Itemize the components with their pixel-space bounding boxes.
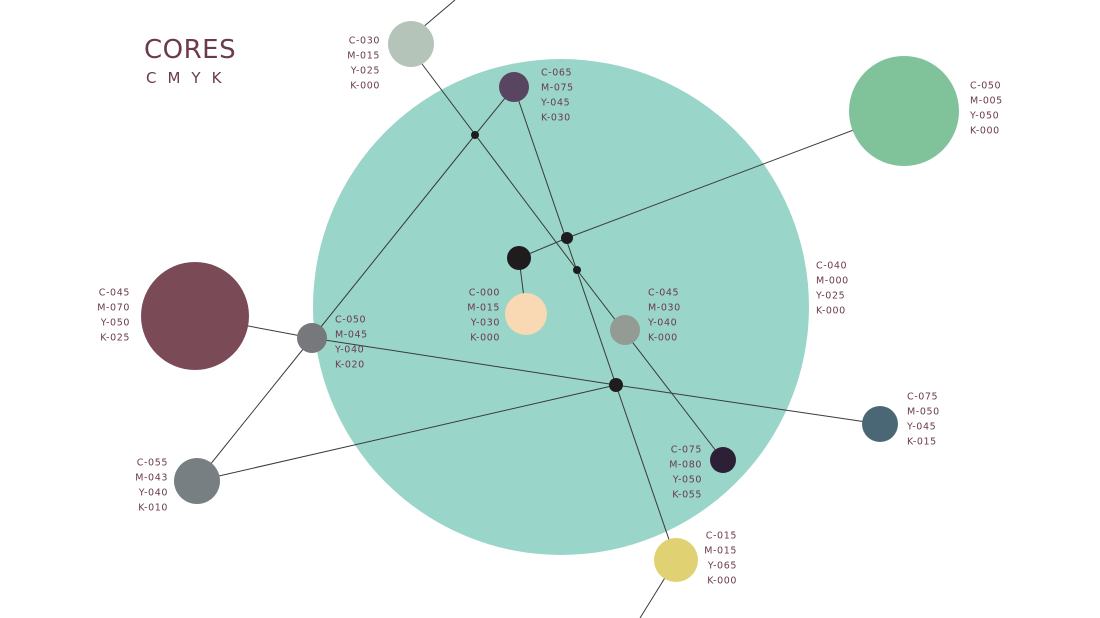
subtitle: CMYK xyxy=(146,69,232,87)
color-dot xyxy=(388,21,434,67)
cmyk-label: K-015 xyxy=(907,437,937,448)
cmyk-label: M-015 xyxy=(704,546,737,557)
cmyk-label: M-075 xyxy=(541,83,574,94)
color-dot xyxy=(499,72,529,102)
color-dot xyxy=(710,447,736,473)
cmyk-label: Y-065 xyxy=(707,561,737,572)
junction xyxy=(609,378,623,392)
cmyk-label: C-075 xyxy=(907,392,938,403)
color-dot xyxy=(174,458,220,504)
cmyk-label: M-005 xyxy=(970,96,1003,107)
cmyk-label: Y-040 xyxy=(647,318,677,329)
cmyk-label: C-065 xyxy=(541,68,572,79)
cmyk-label: M-050 xyxy=(907,407,940,418)
cmyk-label: Y-045 xyxy=(540,98,570,109)
color-dot xyxy=(297,323,327,353)
cmyk-label: K-025 xyxy=(100,333,130,344)
cmyk-label: Y-050 xyxy=(100,318,130,329)
cmyk-label: K-000 xyxy=(350,81,380,92)
cmyk-label: Y-045 xyxy=(906,422,936,433)
cmyk-label: K-000 xyxy=(816,306,846,317)
cmyk-label: Y-040 xyxy=(334,345,364,356)
cmyk-label: Y-050 xyxy=(672,475,702,486)
junction xyxy=(471,131,479,139)
cmyk-label: Y-050 xyxy=(969,111,999,122)
cmyk-label: C-045 xyxy=(99,288,130,299)
cmyk-label: M-000 xyxy=(816,276,849,287)
color-dot xyxy=(141,262,249,370)
cmyk-label: C-050 xyxy=(335,315,366,326)
cmyk-label: C-030 xyxy=(349,36,380,47)
cmyk-label: C-045 xyxy=(648,288,679,299)
color-dots xyxy=(141,21,959,582)
line xyxy=(421,0,456,29)
cmyk-label: M-080 xyxy=(669,460,702,471)
cmyk-label: Y-040 xyxy=(138,488,168,499)
labels: C-030 M-015 Y-025 K-000 C-065 M-075 Y-045 K-030… xyxy=(97,36,1003,587)
cmyk-label: M-015 xyxy=(347,51,380,62)
color-dot xyxy=(849,56,959,166)
cmyk-label: K-000 xyxy=(648,333,678,344)
cmyk-label: Y-025 xyxy=(815,291,845,302)
cmyk-label: M-070 xyxy=(97,303,130,314)
color-dot xyxy=(862,406,898,442)
big-teal-circle xyxy=(313,59,809,555)
cmyk-label: M-043 xyxy=(135,473,168,484)
cmyk-label: C-015 xyxy=(706,531,737,542)
cmyk-label: C-050 xyxy=(970,81,1001,92)
junction xyxy=(561,232,573,244)
cmyk-label: K-000 xyxy=(470,333,500,344)
cmyk-label: K-000 xyxy=(970,126,1000,137)
cmyk-label: C-075 xyxy=(671,445,702,456)
color-dot xyxy=(507,246,531,270)
line xyxy=(196,384,617,482)
line xyxy=(196,86,515,482)
cmyk-label: M-030 xyxy=(648,303,681,314)
junction xyxy=(573,266,581,274)
cmyk-label: Y-030 xyxy=(470,318,500,329)
cmyk-label: K-000 xyxy=(707,576,737,587)
color-dot xyxy=(654,538,698,582)
title: CORES xyxy=(144,35,236,65)
cmyk-label: C-000 xyxy=(469,288,500,299)
cmyk-label: Y-025 xyxy=(350,66,380,77)
cmyk-label: K-020 xyxy=(335,360,365,371)
cmyk-label: M-045 xyxy=(335,330,368,341)
color-dot xyxy=(505,293,547,335)
cmyk-label: K-055 xyxy=(672,490,702,501)
cmyk-label: C-040 xyxy=(816,261,847,272)
cmyk-label: C-055 xyxy=(137,458,168,469)
color-dot xyxy=(610,315,640,345)
line xyxy=(194,315,881,425)
cmyk-label: M-015 xyxy=(467,303,500,314)
cmyk-label: K-030 xyxy=(541,113,571,124)
cmyk-label: K-010 xyxy=(138,503,168,514)
